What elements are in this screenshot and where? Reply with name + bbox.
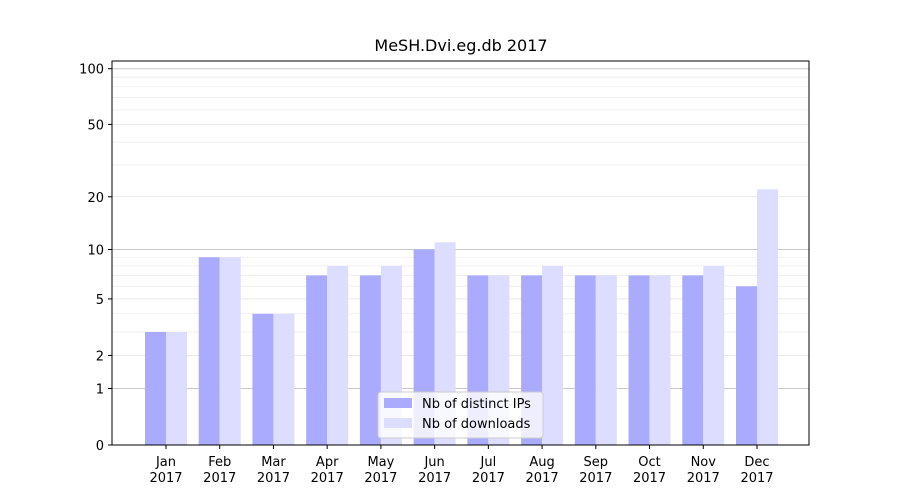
- bar-downloads: [703, 265, 725, 445]
- bar-distinct-ips: [252, 313, 274, 445]
- bar-distinct-ips: [359, 275, 381, 445]
- y-tick-label: 100: [79, 63, 104, 78]
- x-tick-label-year: 2017: [633, 471, 666, 486]
- x-tick-label-year: 2017: [149, 471, 182, 486]
- x-tick-label-month: Aug: [529, 455, 554, 470]
- x-tick-label-year: 2017: [579, 471, 612, 486]
- y-tick-label: 50: [87, 118, 104, 133]
- bar-distinct-ips: [628, 275, 650, 445]
- y-tick-label: 10: [87, 243, 104, 258]
- bar-downloads: [757, 189, 778, 445]
- x-tick-label-month: Jun: [423, 455, 444, 470]
- x-tick-label-month: Mar: [261, 455, 286, 470]
- bar-downloads: [542, 265, 564, 445]
- y-tick-label: 1: [96, 382, 104, 397]
- x-tick-label-year: 2017: [418, 471, 451, 486]
- x-tick-label-month: Jul: [480, 455, 497, 470]
- y-tick-label: 20: [87, 191, 104, 206]
- y-tick-label: 5: [96, 293, 104, 308]
- x-tick-label-month: Jan: [155, 455, 176, 470]
- bar-distinct-ips: [145, 331, 166, 445]
- bar-distinct-ips: [682, 275, 704, 445]
- x-tick-label-month: Apr: [316, 455, 339, 470]
- x-tick-label-year: 2017: [257, 471, 290, 486]
- x-tick-label-month: Oct: [638, 455, 660, 470]
- x-tick-label-year: 2017: [311, 471, 344, 486]
- x-tick-label-month: Dec: [744, 455, 769, 470]
- x-tick-label-year: 2017: [364, 471, 397, 486]
- legend-label: Nb of distinct IPs: [422, 397, 531, 412]
- bar-distinct-ips: [574, 275, 596, 445]
- bar-downloads: [327, 265, 349, 445]
- bar-distinct-ips: [736, 286, 757, 445]
- bar-distinct-ips: [198, 257, 220, 445]
- legend-swatch: [384, 418, 412, 428]
- legend-label: Nb of downloads: [422, 417, 531, 432]
- plot-frame: [111, 60, 810, 446]
- bar-downloads: [219, 257, 241, 445]
- axes: Jan2017Feb2017Mar2017Apr2017May2017Jun20…: [79, 60, 810, 486]
- bar-downloads: [595, 275, 617, 445]
- bar-downloads: [273, 313, 295, 445]
- bar-distinct-ips: [306, 275, 328, 445]
- x-tick-label-month: Nov: [691, 455, 717, 470]
- y-tick-label: 0: [96, 439, 104, 454]
- x-tick-label-year: 2017: [203, 471, 236, 486]
- x-tick-label-year: 2017: [472, 471, 505, 486]
- x-tick-label-year: 2017: [526, 471, 559, 486]
- x-tick-label-year: 2017: [687, 471, 720, 486]
- legend-swatch: [384, 398, 412, 408]
- chart-title: MeSH.Dvi.eg.db 2017: [374, 36, 547, 55]
- bar-downloads: [166, 331, 187, 445]
- x-tick-label-month: May: [367, 455, 394, 470]
- y-tick-label: 2: [96, 349, 104, 364]
- legend: Nb of distinct IPs Nb of downloads: [377, 391, 544, 439]
- x-tick-label-month: Feb: [208, 455, 231, 470]
- legend-box: [377, 391, 544, 439]
- x-tick-label-year: 2017: [740, 471, 773, 486]
- bar-downloads: [649, 275, 671, 445]
- x-tick-label-month: Sep: [584, 455, 609, 470]
